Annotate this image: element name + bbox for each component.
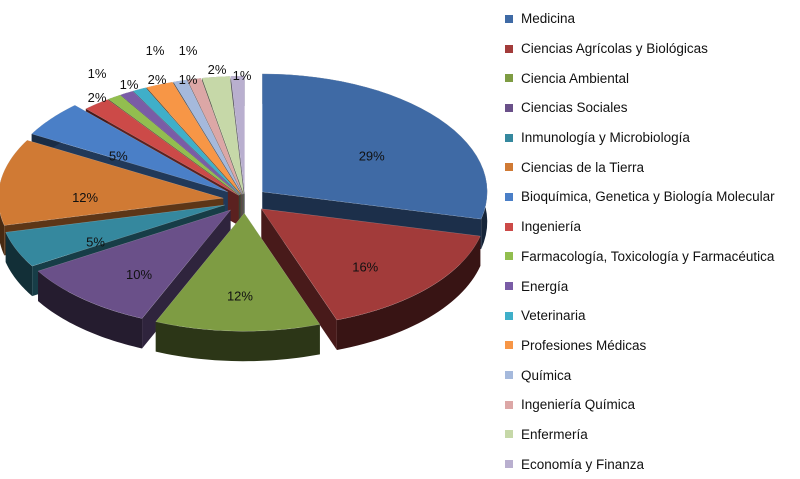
data-label: 29%: [359, 148, 385, 163]
legend-label: Química: [521, 367, 572, 383]
data-label: 16%: [352, 260, 378, 275]
slice-side: [38, 271, 143, 349]
legend-item: Medicina: [505, 4, 775, 34]
legend-item: Ingeniería: [505, 212, 775, 242]
data-label: 1%: [146, 43, 165, 58]
legend-swatch: [505, 192, 513, 201]
pie-slice-15: [230, 75, 245, 195]
legend-label: Ciencias de la Tierra: [521, 159, 645, 175]
legend-swatch: [505, 133, 513, 142]
legend-swatch: [505, 163, 513, 172]
legend-label: Enfermería: [521, 426, 588, 442]
data-label: 12%: [72, 190, 98, 205]
legend-item: Energía: [505, 271, 775, 301]
data-label: 1%: [179, 43, 198, 58]
pie-slice-2: [155, 212, 321, 332]
legend-swatch: [505, 74, 513, 83]
legend-swatch: [505, 14, 513, 23]
pie-slice-7: [85, 99, 239, 196]
pie-slice-11: [145, 81, 242, 195]
pie-slice-1: [260, 208, 481, 321]
legend-label: Bioquímica, Genetica y Biología Molecula…: [521, 189, 775, 205]
slice-side: [336, 236, 481, 350]
data-label: 10%: [126, 267, 152, 282]
data-label: 12%: [227, 288, 253, 303]
legend-swatch: [505, 460, 513, 469]
pie-slice-0: [262, 73, 488, 220]
pie-slice-3: [37, 209, 232, 319]
data-label: 5%: [109, 148, 128, 163]
legend-label: Economía y Finanza: [521, 456, 645, 472]
data-label: 2%: [88, 90, 107, 105]
legend-item: Ingeniería Química: [505, 390, 775, 420]
legend-swatch: [505, 103, 513, 112]
legend-label: Profesiones Médicas: [521, 337, 647, 353]
pie-slice-13: [187, 77, 244, 195]
pie-slice-10: [132, 87, 241, 195]
slice-wall: [261, 208, 337, 350]
legend-item: Inmunología y Microbiología: [505, 123, 775, 153]
legend-item: Enfermería: [505, 420, 775, 450]
legend-swatch: [505, 341, 513, 350]
legend-label: Ciencia Ambiental: [521, 70, 630, 86]
pie-slice-14: [201, 76, 245, 195]
pie-slice-8: [107, 94, 240, 196]
slice-side: [5, 232, 33, 297]
data-label: 2%: [148, 72, 167, 87]
slice-side: [155, 321, 320, 362]
legend-swatch: [505, 282, 513, 291]
legend-item: Economía y Finanza: [505, 449, 775, 479]
pie-slice-6: [31, 104, 228, 193]
legend-item: Ciencias Agrícolas y Biológicas: [505, 34, 775, 64]
legend-swatch: [505, 311, 513, 320]
pie-slice-12: [172, 79, 243, 195]
legend-item: Bioquímica, Genetica y Biología Molecula…: [505, 182, 775, 212]
pie-slice-9: [119, 90, 241, 196]
legend-item: Profesiones Médicas: [505, 331, 775, 361]
legend-swatch: [505, 400, 513, 409]
data-label: 1%: [179, 72, 198, 87]
data-label: 2%: [208, 62, 227, 77]
legend-label: Farmacología, Toxicología y Farmacéutica: [521, 248, 775, 264]
legend-item: Ciencia Ambiental: [505, 63, 775, 93]
legend-swatch: [505, 44, 513, 53]
legend-label: Medicina: [521, 11, 576, 27]
pie-slice-4: [5, 204, 225, 267]
legend-label: Ciencias Agrícolas y Biológicas: [521, 41, 708, 57]
legend-label: Energía: [521, 278, 569, 294]
legend: Medicina Ciencias Agrícolas y Biológicas C…: [505, 4, 775, 479]
legend-item: Farmacología, Toxicología y Farmacéutica: [505, 242, 775, 272]
data-label: 5%: [86, 235, 105, 250]
legend-swatch: [505, 252, 513, 261]
legend-swatch: [505, 222, 513, 231]
legend-item: Ciencias de la Tierra: [505, 152, 775, 182]
legend-item: Química: [505, 360, 775, 390]
pie-slice-5: [0, 139, 224, 226]
legend-item: Ciencias Sociales: [505, 93, 775, 123]
legend-item: Veterinaria: [505, 301, 775, 331]
legend-label: Veterinaria: [521, 308, 586, 324]
legend-label: Ingeniería: [521, 219, 582, 235]
legend-label: Ingeniería Química: [521, 397, 636, 413]
legend-swatch: [505, 430, 513, 439]
data-label: 1%: [88, 66, 107, 81]
legend-swatch: [505, 371, 513, 380]
data-label: 1%: [233, 68, 252, 83]
legend-label: Inmunología y Microbiología: [521, 130, 690, 146]
data-label: 1%: [120, 77, 139, 92]
legend-label: Ciencias Sociales: [521, 100, 628, 116]
pie-plot: 29% 16% 12% 10% 5% 12% 5% 2% 1% 1% 1% 2% 1% 1% 2% 1%: [0, 43, 488, 362]
